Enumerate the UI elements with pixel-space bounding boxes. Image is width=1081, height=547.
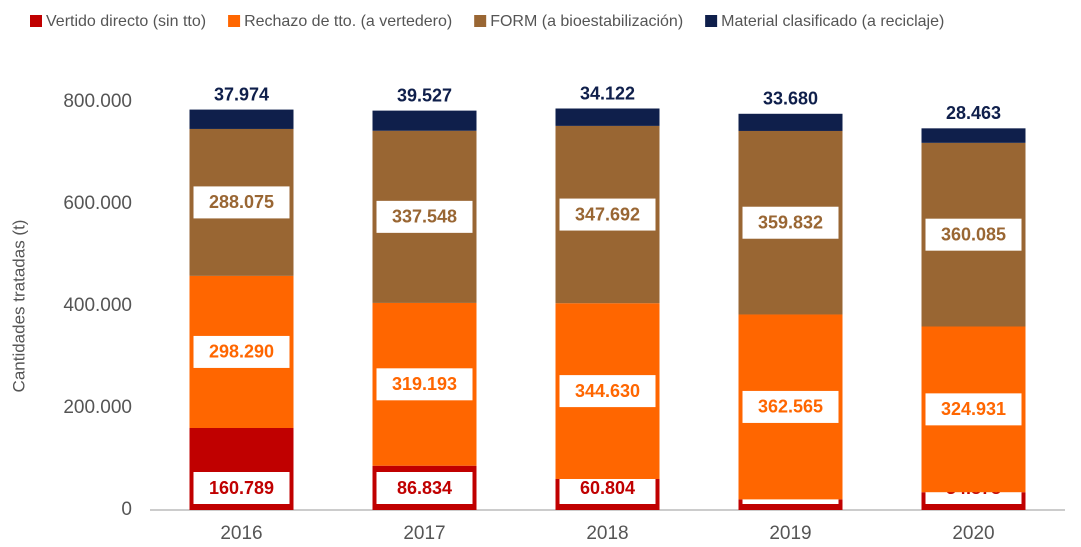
data-label: 39.527 (397, 85, 452, 105)
data-label: 324.931 (941, 399, 1006, 419)
data-label-box (742, 206, 839, 239)
data-label: 37.974 (214, 84, 269, 104)
bar-segment (738, 499, 843, 510)
data-label-box (742, 390, 839, 423)
data-label-box (193, 186, 290, 219)
data-label-box (559, 198, 656, 231)
data-label: 359.832 (758, 212, 823, 232)
y-axis-label: Cantidades tratadas (t) (9, 220, 28, 393)
legend-label: Material clasificado (a reciclaje) (721, 13, 944, 30)
y-tick-label: 0 (121, 499, 132, 520)
legend-swatch (228, 15, 241, 27)
data-label: 337.548 (392, 207, 457, 227)
data-label-box (376, 472, 473, 504)
legend-label: Rechazo de tto. (a vertedero) (244, 13, 452, 30)
data-label-box (193, 472, 290, 504)
data-label: 319.193 (392, 374, 457, 394)
bar-segment (189, 109, 294, 129)
x-tick-label: 2016 (220, 523, 262, 544)
data-label: 362.565 (758, 397, 823, 417)
legend-label: Vertido directo (sin tto) (46, 13, 206, 30)
data-label: 28.463 (946, 103, 1001, 123)
data-label-box (925, 218, 1022, 251)
x-tick-label: 2018 (586, 523, 628, 544)
data-label: 86.834 (397, 478, 452, 498)
x-tick-label: 2020 (952, 523, 994, 544)
data-label-box (925, 393, 1022, 426)
data-label: 60.804 (580, 478, 635, 498)
data-label: 288.075 (209, 192, 274, 212)
y-tick-label: 400.000 (63, 295, 132, 316)
bar-segment (555, 108, 660, 126)
data-label: 34.122 (580, 83, 635, 103)
y-tick-label: 200.000 (63, 397, 132, 418)
legend-label: FORM (a bioestabilización) (490, 13, 683, 30)
bar-segment (372, 110, 477, 131)
legend-swatch (705, 15, 718, 27)
y-tick-label: 800.000 (63, 91, 132, 112)
data-label-box (559, 375, 656, 408)
data-label-box (193, 335, 290, 368)
bar-segment (921, 128, 1026, 143)
y-tick-label: 600.000 (63, 193, 132, 214)
data-label: 360.085 (941, 224, 1006, 244)
data-label: 347.692 (575, 204, 640, 224)
data-label-box (376, 200, 473, 233)
data-label-box (376, 368, 473, 401)
x-tick-label: 2017 (403, 523, 445, 544)
legend-swatch (30, 15, 42, 27)
legend-swatch (474, 15, 487, 27)
data-label: 33.680 (763, 89, 818, 109)
data-label: 160.789 (209, 478, 274, 498)
data-label: 344.630 (575, 381, 640, 401)
x-tick-label: 2019 (769, 523, 811, 544)
data-label: 298.290 (209, 342, 274, 362)
bar-segment (738, 113, 843, 131)
